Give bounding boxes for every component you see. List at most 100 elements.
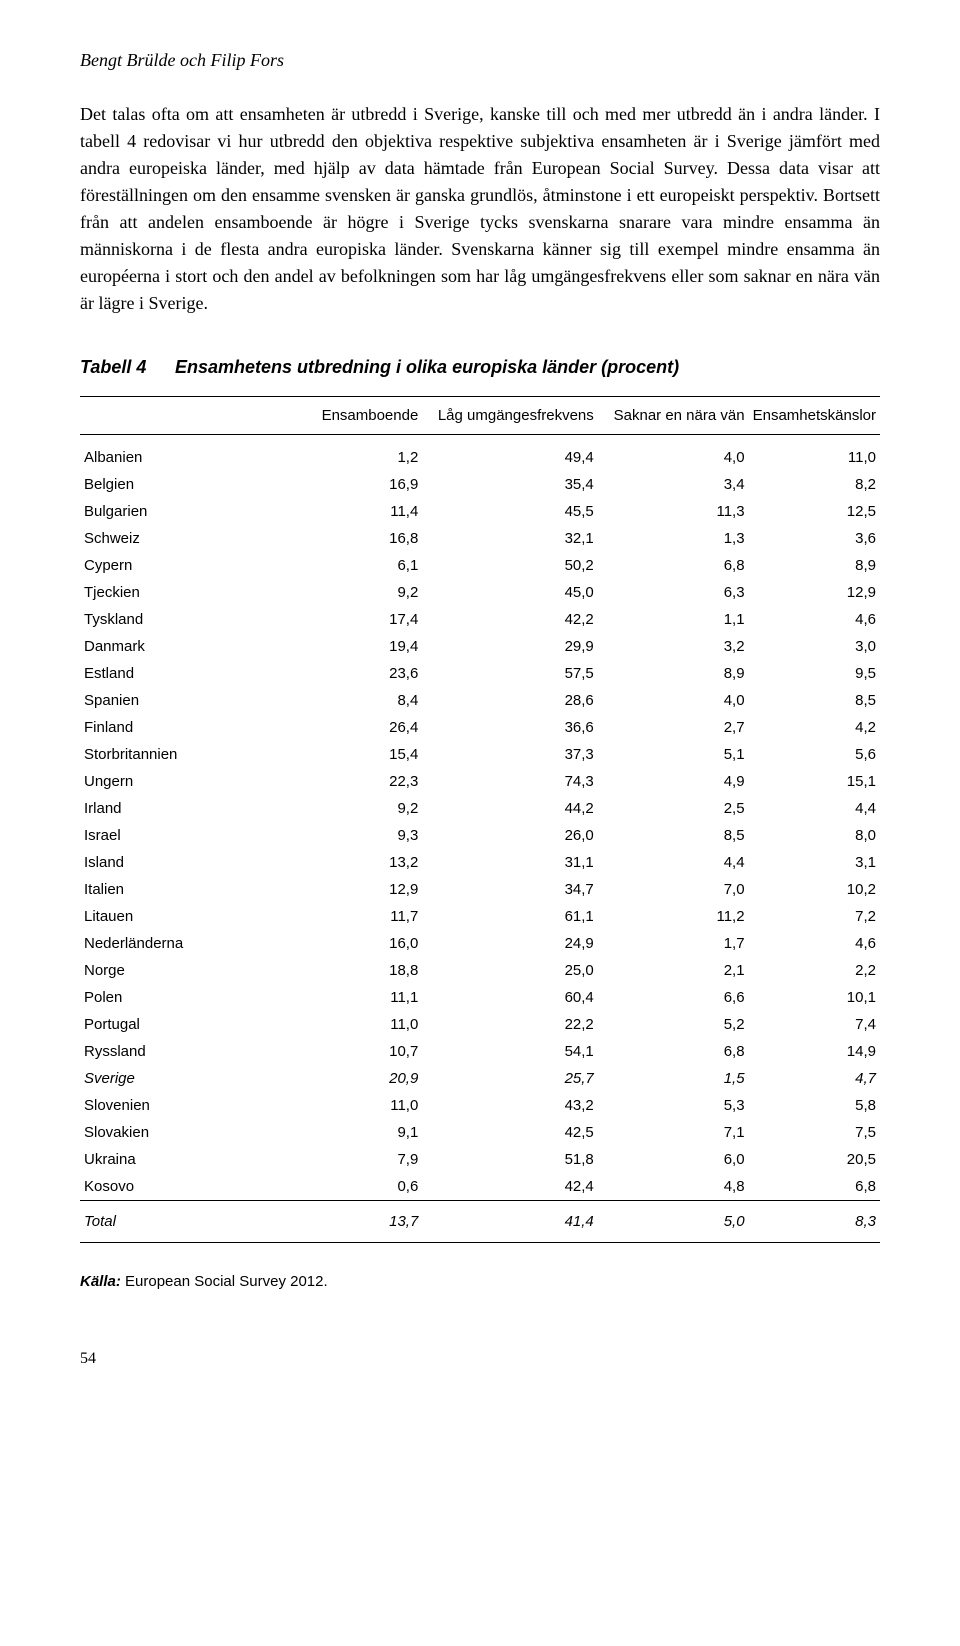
table-cell: 8,2 <box>749 471 880 498</box>
table-cell: 1,7 <box>598 930 749 957</box>
table-row: Litauen11,761,111,27,2 <box>80 903 880 930</box>
table-source: Källa: European Social Survey 2012. <box>80 1273 880 1290</box>
table-cell: 16,8 <box>271 525 422 552</box>
table-cell: 9,2 <box>271 795 422 822</box>
table-cell: 5,2 <box>598 1011 749 1038</box>
table-cell: 9,5 <box>749 660 880 687</box>
table-cell: Ryssland <box>80 1038 271 1065</box>
table-cell: Nederländerna <box>80 930 271 957</box>
table-cell: Ungern <box>80 768 271 795</box>
footer-cell: Total <box>80 1201 271 1243</box>
table-cell: 10,2 <box>749 876 880 903</box>
table-cell: Italien <box>80 876 271 903</box>
table-cell: 29,9 <box>422 633 597 660</box>
footer-cell: 5,0 <box>598 1201 749 1243</box>
table-cell: 1,3 <box>598 525 749 552</box>
table-cell: Storbritannien <box>80 741 271 768</box>
table-cell: 37,3 <box>422 741 597 768</box>
data-table: Ensamboende Låg umgängesfrekvens Saknar … <box>80 396 880 1243</box>
table-cell: 12,5 <box>749 498 880 525</box>
table-cell: 10,1 <box>749 984 880 1011</box>
table-cell: 2,7 <box>598 714 749 741</box>
table-cell: 3,0 <box>749 633 880 660</box>
table-row: Slovenien11,043,25,35,8 <box>80 1092 880 1119</box>
table-cell: Tjeckien <box>80 579 271 606</box>
table-cell: Finland <box>80 714 271 741</box>
table-cell: 35,4 <box>422 471 597 498</box>
table-row: Italien12,934,77,010,2 <box>80 876 880 903</box>
table-cell: Portugal <box>80 1011 271 1038</box>
table-cell: 3,2 <box>598 633 749 660</box>
table-cell: Danmark <box>80 633 271 660</box>
table-cell: 11,2 <box>598 903 749 930</box>
footer-cell: 41,4 <box>422 1201 597 1243</box>
col-header: Ensamhetskänslor <box>749 397 880 435</box>
table-cell: 15,1 <box>749 768 880 795</box>
table-cell: 4,4 <box>598 849 749 876</box>
table-cell: 2,1 <box>598 957 749 984</box>
table-cell: 2,2 <box>749 957 880 984</box>
table-cell: 31,1 <box>422 849 597 876</box>
table-cell: 11,0 <box>271 1011 422 1038</box>
table-cell: Litauen <box>80 903 271 930</box>
table-cell: Cypern <box>80 552 271 579</box>
table-cell: Kosovo <box>80 1173 271 1201</box>
table-cell: 42,2 <box>422 606 597 633</box>
table-row: Danmark19,429,93,23,0 <box>80 633 880 660</box>
table-cell: 0,6 <box>271 1173 422 1201</box>
table-row: Norge18,825,02,12,2 <box>80 957 880 984</box>
table-cell: 32,1 <box>422 525 597 552</box>
table-cell: 1,1 <box>598 606 749 633</box>
table-row: Tjeckien9,245,06,312,9 <box>80 579 880 606</box>
footer-cell: 8,3 <box>749 1201 880 1243</box>
table-cell: 11,7 <box>271 903 422 930</box>
table-label: Tabell 4 <box>80 357 170 378</box>
table-cell: 2,5 <box>598 795 749 822</box>
table-cell: 45,5 <box>422 498 597 525</box>
table-cell: 11,0 <box>271 1092 422 1119</box>
table-cell: 25,7 <box>422 1065 597 1092</box>
source-text: European Social Survey 2012. <box>121 1273 328 1290</box>
table-row: Israel9,326,08,58,0 <box>80 822 880 849</box>
col-header: Låg umgängesfrekvens <box>422 397 597 435</box>
table-cell: 7,5 <box>749 1119 880 1146</box>
table-cell: 1,5 <box>598 1065 749 1092</box>
table-cell: 5,8 <box>749 1092 880 1119</box>
table-cell: 19,4 <box>271 633 422 660</box>
table-cell: 5,3 <box>598 1092 749 1119</box>
table-cell: 8,4 <box>271 687 422 714</box>
table-cell: 4,0 <box>598 435 749 472</box>
page-number: 54 <box>80 1350 880 1368</box>
table-cell: Spanien <box>80 687 271 714</box>
table-cell: 16,9 <box>271 471 422 498</box>
table-row: Ukraina7,951,86,020,5 <box>80 1146 880 1173</box>
table-cell: 6,8 <box>598 552 749 579</box>
table-cell: 11,0 <box>749 435 880 472</box>
col-header: Saknar en nära vän <box>598 397 749 435</box>
table-cell: 16,0 <box>271 930 422 957</box>
table-cell: 9,2 <box>271 579 422 606</box>
table-cell: 12,9 <box>271 876 422 903</box>
table-row: Ryssland10,754,16,814,9 <box>80 1038 880 1065</box>
table-cell: 57,5 <box>422 660 597 687</box>
table-row: Estland23,657,58,99,5 <box>80 660 880 687</box>
table-cell: 11,4 <box>271 498 422 525</box>
table-cell: Israel <box>80 822 271 849</box>
table-cell: Norge <box>80 957 271 984</box>
table-cell: 4,6 <box>749 930 880 957</box>
table-cell: 6,6 <box>598 984 749 1011</box>
table-cell: 8,9 <box>598 660 749 687</box>
table-row: Island13,231,14,43,1 <box>80 849 880 876</box>
table-cell: Albanien <box>80 435 271 472</box>
table-cell: Irland <box>80 795 271 822</box>
table-cell: Schweiz <box>80 525 271 552</box>
table-row: Albanien1,249,44,011,0 <box>80 435 880 472</box>
source-label: Källa: <box>80 1273 121 1290</box>
table-cell: 42,5 <box>422 1119 597 1146</box>
table-cell: 20,5 <box>749 1146 880 1173</box>
table-cell: 5,1 <box>598 741 749 768</box>
table-row: Polen11,160,46,610,1 <box>80 984 880 1011</box>
table-cell: 4,4 <box>749 795 880 822</box>
table-row: Storbritannien15,437,35,15,6 <box>80 741 880 768</box>
table-title: Ensamhetens utbredning i olika europiska… <box>175 357 679 377</box>
